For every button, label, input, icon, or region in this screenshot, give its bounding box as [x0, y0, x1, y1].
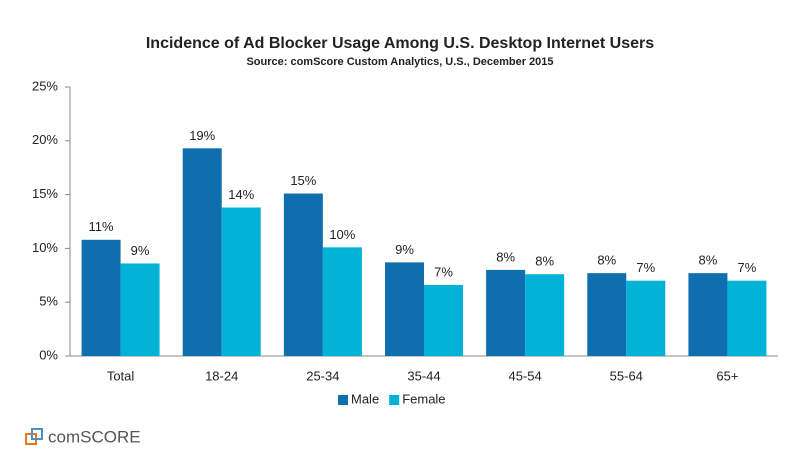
x-tick-label: 65+: [716, 368, 738, 383]
y-tick-label: 15%: [32, 186, 58, 201]
bar: [322, 247, 362, 356]
value-label: 10%: [329, 227, 355, 242]
legend-swatch: [338, 395, 348, 405]
x-tick-label: Total: [107, 368, 135, 383]
value-label: 7%: [636, 260, 655, 275]
bar: [486, 269, 526, 356]
chart-subtitle: Source: comScore Custom Analytics, U.S.,…: [246, 56, 553, 68]
y-tick-label: 5%: [39, 294, 58, 309]
value-label: 8%: [597, 253, 616, 268]
bar: [120, 263, 160, 356]
value-label: 7%: [434, 264, 453, 279]
x-tick-label: 18-24: [205, 368, 238, 383]
bar: [81, 239, 121, 356]
x-tick-label: 25-34: [306, 368, 339, 383]
value-label: 8%: [496, 249, 515, 264]
logo-icon: [25, 428, 43, 445]
x-tick-label: 55-64: [610, 368, 643, 383]
bar: [626, 280, 666, 356]
value-label: 9%: [395, 242, 414, 257]
value-label: 8%: [535, 254, 554, 269]
value-label: 9%: [131, 243, 150, 258]
y-tick-label: 20%: [32, 132, 58, 147]
x-tick-label: 35-44: [407, 368, 440, 383]
value-label: 7%: [738, 260, 757, 275]
legend-swatch: [389, 395, 400, 405]
bar: [283, 193, 323, 356]
bar: [221, 207, 261, 356]
value-label: 8%: [699, 253, 718, 268]
legend-label: Female: [402, 391, 445, 406]
value-label: 15%: [290, 173, 316, 188]
chart-title: Incidence of Ad Blocker Usage Among U.S.…: [146, 35, 654, 52]
bar: [424, 284, 463, 356]
legend-label: Male: [351, 391, 379, 406]
logo-text: comSCORE: [48, 427, 141, 446]
bar: [727, 280, 767, 356]
value-label: 11%: [89, 219, 114, 234]
y-tick-label: 0%: [39, 347, 58, 362]
y-tick-label: 10%: [32, 240, 58, 255]
y-tick-label: 25%: [32, 78, 58, 93]
value-label: 19%: [189, 128, 215, 143]
x-tick-label: 45-54: [509, 368, 542, 383]
bar: [385, 262, 424, 356]
value-label: 14%: [228, 187, 254, 202]
bar: [587, 273, 627, 356]
bar: [182, 148, 222, 356]
bar: [688, 273, 728, 356]
bar: [525, 274, 565, 356]
